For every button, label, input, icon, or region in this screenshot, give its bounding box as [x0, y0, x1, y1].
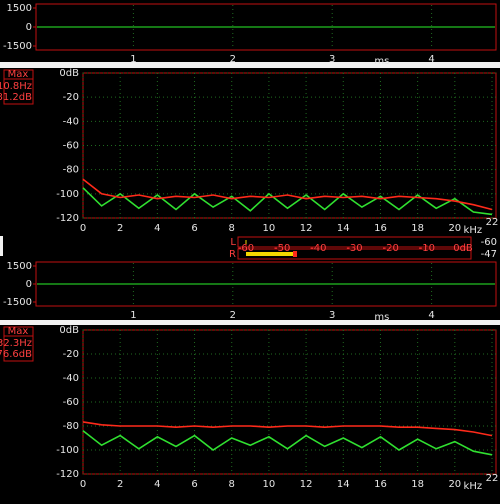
separator	[0, 320, 500, 325]
y-tick-label: -1500	[3, 41, 32, 52]
max-box	[3, 326, 34, 362]
x-tick-label: 6	[191, 223, 197, 234]
x-tick-label: 2	[117, 223, 123, 234]
y-tick-label: -120	[56, 213, 79, 224]
x-unit: ms	[374, 312, 389, 323]
x-tick-label: 6	[191, 479, 197, 490]
x-tick-label: 16	[374, 223, 387, 234]
y-tick-label: 0	[26, 22, 32, 33]
y-tick-label: -20	[63, 92, 79, 103]
y-tick-label: 1500	[7, 3, 32, 14]
meter-scale-label: 0dB	[453, 243, 473, 254]
x-tick-label: 20	[448, 223, 461, 234]
x-tick-label: 3	[329, 310, 335, 321]
y-tick-label: -120	[56, 469, 79, 480]
max-title: Max	[8, 326, 29, 337]
x-tick-label: 1	[130, 54, 136, 65]
x-tick-label: 18	[411, 223, 424, 234]
x-tick-label: 14	[337, 223, 350, 234]
x-tick-label: 4	[154, 223, 160, 234]
spectrum-trace-red	[82, 421, 493, 437]
x-unit: kHz	[464, 481, 483, 492]
y-tick-label: 0dB	[59, 68, 79, 79]
y-tick-label: -20	[63, 349, 79, 360]
meter-scale-label: -50	[274, 243, 290, 254]
x-unit: ms	[374, 56, 389, 67]
x-tick-label: 10	[263, 223, 276, 234]
meter-scale-label: -10	[419, 243, 435, 254]
x-tick-label: 20	[448, 479, 461, 490]
x-tick-label: 18	[411, 479, 424, 490]
spectrum-trace-green	[82, 430, 493, 456]
x-tick-label: 0	[80, 223, 86, 234]
y-tick-label: 1500	[7, 261, 32, 272]
y-tick-label: -60	[63, 141, 79, 152]
meter-scale-label: -40	[310, 243, 326, 254]
channel-label: L	[230, 237, 236, 248]
spectrum-trace-red	[82, 178, 493, 211]
meter-row	[237, 248, 472, 260]
meter-scale-label: -60	[238, 243, 254, 254]
x-tick-label: 8	[229, 223, 235, 234]
meter-scale-label: -30	[346, 243, 362, 254]
x-tick-label: 12	[300, 479, 313, 490]
meter-scale-label: -20	[382, 243, 398, 254]
x-tick-label: 4	[154, 479, 160, 490]
y-tick-label: 0dB	[59, 325, 79, 336]
y-tick-label: -80	[63, 165, 79, 176]
y-tick-label: -100	[56, 189, 79, 200]
peak-marker	[293, 251, 298, 257]
channel-label: R	[229, 249, 236, 260]
x-tick-label: 16	[374, 479, 387, 490]
max-level: -76.6dB	[0, 349, 32, 360]
y-tick-label: -80	[63, 421, 79, 432]
channel-readout: -47	[481, 249, 497, 260]
max-freq: 32.3Hz	[0, 338, 32, 349]
x-tick-label: 12	[300, 223, 313, 234]
x-tick-label: 22	[486, 473, 499, 484]
x-tick-label: 1	[130, 310, 136, 321]
x-tick-label: 2	[117, 479, 123, 490]
y-tick-label: -60	[63, 397, 79, 408]
x-tick-label: 22	[486, 217, 499, 228]
y-tick-label: -1500	[3, 297, 32, 308]
x-tick-label: 2	[230, 54, 236, 65]
y-tick-label: 0	[26, 279, 32, 290]
max-title: Max	[8, 69, 29, 80]
x-tick-label: 3	[329, 54, 335, 65]
y-tick-label: -100	[56, 445, 79, 456]
channel-readout: -60	[481, 237, 497, 248]
y-tick-label: -40	[63, 373, 79, 384]
x-tick-label: 4	[428, 310, 434, 321]
spectrum-trace-green	[82, 187, 493, 216]
x-tick-label: 8	[229, 479, 235, 490]
edge-mark	[0, 236, 3, 256]
x-tick-label: 10	[263, 479, 276, 490]
y-tick-label: -40	[63, 116, 79, 127]
x-tick-label: 4	[428, 54, 434, 65]
max-level: -81.2dB	[0, 92, 32, 103]
x-tick-label: 2	[230, 310, 236, 321]
max-box	[3, 69, 34, 105]
x-tick-label: 14	[337, 479, 350, 490]
x-unit: kHz	[464, 225, 483, 236]
separator	[0, 62, 500, 68]
level-bar	[246, 252, 294, 256]
x-tick-label: 0	[80, 479, 86, 490]
max-freq: 10.8Hz	[0, 81, 32, 92]
